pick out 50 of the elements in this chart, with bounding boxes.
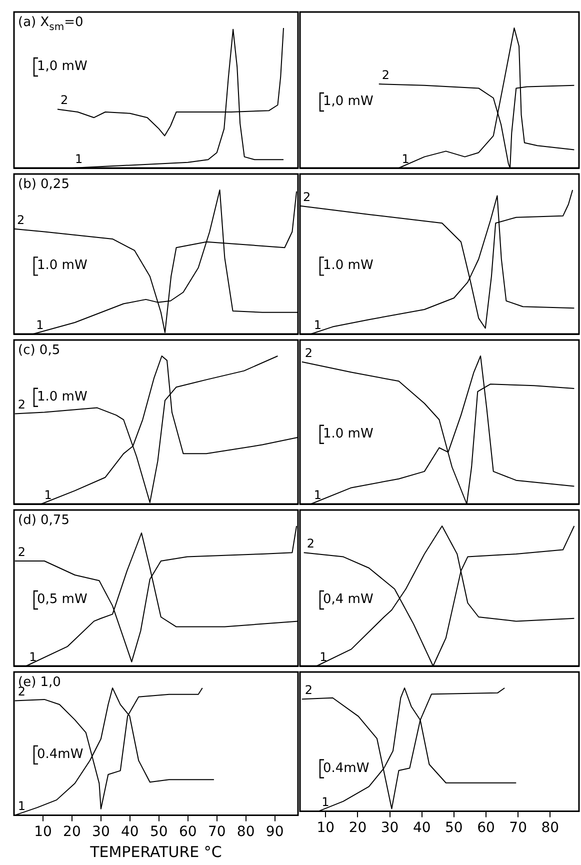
series-label: 1	[36, 318, 44, 332]
x-tick-label: 90	[266, 824, 284, 840]
chart-title: (b) 0,25	[18, 177, 70, 192]
x-tick-label: 50	[445, 820, 463, 836]
x-tick-label: 30	[92, 824, 110, 840]
series-label: 2	[303, 190, 311, 204]
series-label: 1	[18, 799, 26, 814]
annotation: 1.0 mW	[37, 258, 88, 274]
x-tick-label: 60	[477, 820, 495, 836]
x-tick-label: 60	[178, 824, 197, 840]
annotation: 0,5 mW	[37, 592, 88, 607]
series-label: 2	[382, 68, 390, 82]
annotation: 1.0 mW	[37, 389, 88, 404]
annotation: 1,0 mW	[37, 59, 88, 74]
series-label: 2	[306, 536, 314, 551]
annotation: 1,0 mW	[323, 94, 374, 109]
x-tick-label: 20	[348, 820, 367, 836]
annotation: 0.4mW	[323, 760, 370, 776]
x-tick-label: 80	[541, 820, 560, 836]
series-label: 2	[18, 545, 26, 559]
x-tick-label: 50	[150, 824, 168, 840]
chart-title: (c) 0,5	[18, 343, 60, 358]
series-label: 1	[314, 318, 322, 332]
x-tick-label: 20	[63, 824, 81, 840]
legend-label: 2	[18, 398, 26, 412]
annotation: 1.0 mW	[323, 426, 374, 442]
x-tick-label: 70	[208, 824, 226, 840]
x-tick-label: 10	[316, 820, 335, 836]
x-tick-label: 80	[236, 824, 255, 840]
series-label: 1	[314, 488, 322, 502]
series-label: 1	[44, 488, 52, 502]
series-label: 2	[60, 93, 68, 108]
series-label: 2	[17, 212, 25, 227]
annotation: 0,4 mW	[323, 592, 374, 607]
series-label: 2	[304, 683, 313, 698]
series-label: 2	[304, 346, 313, 360]
series-label: 1	[322, 795, 330, 810]
series-label: 1	[29, 650, 37, 664]
x-tick-label: 30	[380, 820, 399, 836]
series-label: 1	[402, 152, 410, 166]
annotation: 0.4mW	[37, 746, 84, 762]
x-tick-label: 70	[509, 820, 527, 836]
series-label: 1	[320, 650, 328, 664]
x-tick-label: 40	[121, 824, 139, 840]
x-axis-title: TEMPERATURE °C	[89, 842, 222, 861]
x-tick-label: 10	[34, 824, 52, 840]
x-tick-label: 40	[412, 820, 431, 836]
chart-title: (d) 0,75	[18, 513, 70, 528]
annotation: 1.0 mW	[323, 258, 374, 274]
series-label: 1	[74, 152, 83, 166]
